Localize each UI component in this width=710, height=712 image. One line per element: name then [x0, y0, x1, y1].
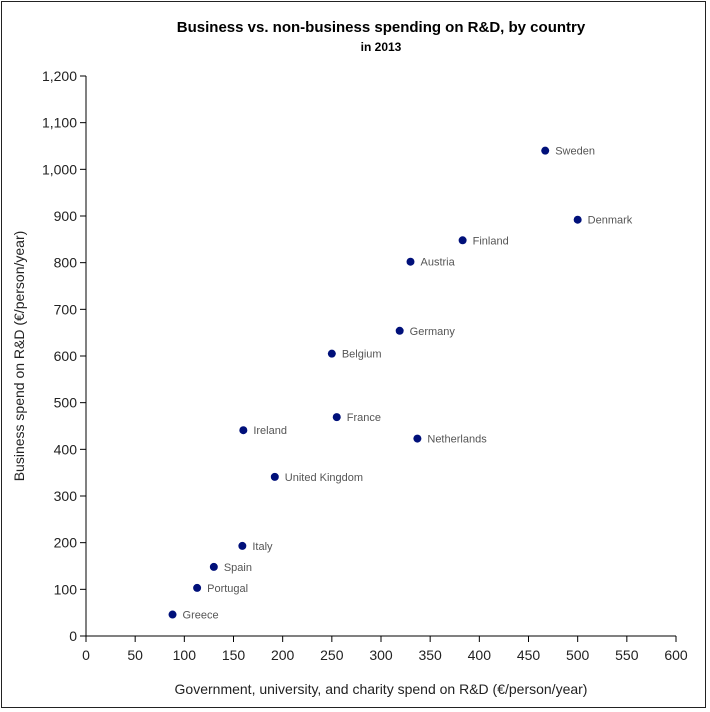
data-point-label: Spain: [224, 562, 252, 574]
y-tick-label: 100: [54, 581, 78, 597]
data-point-group[interactable]: Netherlands: [413, 434, 487, 446]
y-tick-label: 500: [54, 395, 78, 411]
data-point[interactable]: [541, 146, 550, 155]
y-tick-label: 1,200: [42, 68, 77, 84]
y-tick-label: 300: [54, 488, 78, 504]
y-tick-label: 900: [54, 208, 78, 224]
data-point[interactable]: [395, 326, 404, 335]
y-tick-label: 1,000: [42, 161, 77, 177]
data-point-label: Belgium: [342, 349, 382, 361]
x-tick-label: 250: [320, 647, 344, 663]
data-point-group[interactable]: Denmark: [573, 215, 633, 227]
data-point-label: Portugal: [207, 583, 248, 595]
x-tick-label: 550: [615, 647, 639, 663]
x-tick-label: 600: [664, 647, 688, 663]
data-point-label: Greece: [183, 610, 219, 622]
data-point-group[interactable]: France: [332, 412, 381, 424]
data-point-group[interactable]: Finland: [458, 235, 509, 247]
data-point[interactable]: [458, 236, 467, 245]
chart-title: Business vs. non-business spending on R&…: [177, 19, 586, 36]
data-point-group[interactable]: Sweden: [541, 146, 595, 158]
data-point[interactable]: [332, 413, 341, 422]
data-point-group[interactable]: Portugal: [193, 583, 248, 595]
data-point-label: Italy: [252, 541, 273, 553]
x-ticks: 0 50 100 150 200 250 300 350 400 450 500 550 600: [82, 636, 688, 663]
y-tick-label: 800: [54, 255, 78, 271]
data-point-group[interactable]: Italy: [238, 541, 273, 553]
x-tick-label: 0: [82, 647, 90, 663]
data-point[interactable]: [406, 257, 415, 266]
chart-subtitle: in 2013: [361, 40, 402, 54]
data-point-group[interactable]: Greece: [168, 610, 219, 622]
data-point[interactable]: [327, 349, 336, 358]
y-tick-label: 600: [54, 348, 78, 364]
data-point-label: France: [347, 412, 381, 424]
data-point-label: Austria: [421, 257, 456, 269]
data-point[interactable]: [238, 541, 247, 550]
data-point[interactable]: [209, 562, 218, 571]
y-tick-label: 0: [69, 628, 77, 644]
data-point[interactable]: [193, 583, 202, 592]
y-tick-label: 1,100: [42, 115, 77, 131]
x-tick-label: 500: [566, 647, 590, 663]
data-point-group[interactable]: Belgium: [327, 349, 382, 361]
x-tick-label: 350: [418, 647, 442, 663]
x-tick-label: 200: [271, 647, 295, 663]
x-tick-label: 150: [222, 647, 246, 663]
x-tick-label: 50: [127, 647, 143, 663]
y-axis-label: Business spend on R&D (€/person/year): [11, 231, 27, 482]
data-point-group[interactable]: Germany: [395, 326, 456, 338]
data-point-label: United Kingdom: [285, 472, 363, 484]
x-tick-label: 300: [369, 647, 393, 663]
data-point-label: Ireland: [253, 425, 287, 437]
data-point-label: Finland: [473, 235, 509, 247]
data-points: Sweden Denmark Finland Austria Germany Belgiu…: [168, 146, 633, 622]
x-tick-label: 400: [468, 647, 492, 663]
data-point-label: Netherlands: [427, 434, 487, 446]
data-point-label: Denmark: [588, 215, 633, 227]
data-point-group[interactable]: Austria: [406, 257, 456, 269]
x-tick-label: 100: [173, 647, 197, 663]
data-point-group[interactable]: United Kingdom: [270, 472, 363, 484]
x-axis-label: Government, university, and charity spen…: [175, 681, 588, 697]
x-tick-label: 450: [517, 647, 541, 663]
y-ticks: 0 100 200 300 400 500 600 700 800 900 1,000 1,100 1,…: [42, 68, 86, 644]
data-point-group[interactable]: Ireland: [239, 425, 287, 437]
data-point[interactable]: [239, 426, 248, 435]
data-point-label: Sweden: [555, 146, 595, 158]
data-point[interactable]: [413, 434, 422, 443]
data-point-group[interactable]: Spain: [209, 562, 252, 574]
y-tick-label: 700: [54, 301, 78, 317]
data-point[interactable]: [573, 215, 582, 224]
data-point[interactable]: [270, 472, 279, 481]
data-point-label: Germany: [410, 326, 456, 338]
y-tick-label: 200: [54, 535, 78, 551]
data-point[interactable]: [168, 610, 177, 619]
y-tick-label: 400: [54, 441, 78, 457]
